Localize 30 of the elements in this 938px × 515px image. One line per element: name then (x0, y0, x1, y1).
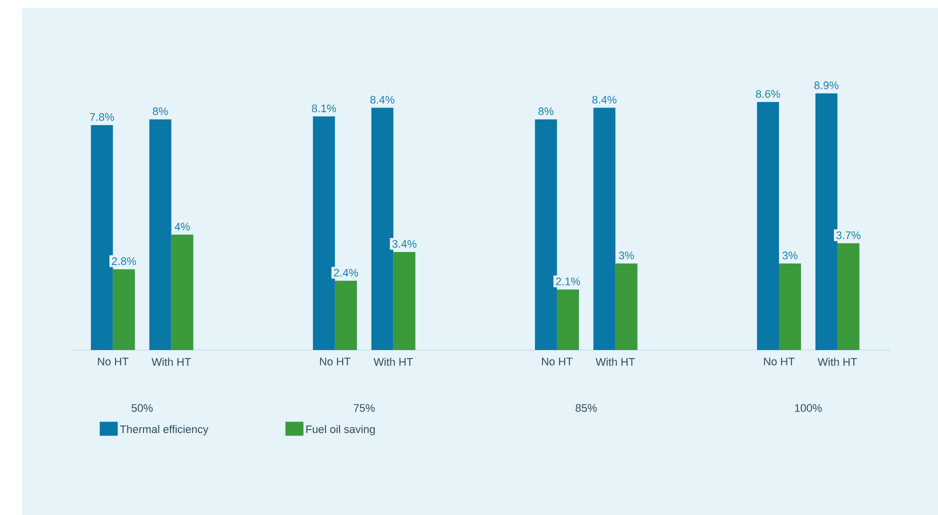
data-label: 2.8% (112, 257, 136, 266)
data-label: 8.4% (370, 96, 394, 104)
text: 85% (576, 404, 597, 412)
data-label: 8.9% (814, 81, 839, 90)
data-label: 8% (538, 107, 554, 116)
x-tick-label: With HT (596, 358, 635, 366)
data-label: 8.1% (312, 104, 336, 112)
x-tick-label: With HT (374, 358, 413, 366)
x-tick-label: With HT (152, 358, 191, 366)
data-label: 8.6% (756, 90, 780, 98)
data-label: 3% (618, 252, 634, 260)
text: 50% (132, 404, 153, 412)
data-label: 8.4% (592, 96, 616, 104)
text: 75% (354, 404, 375, 412)
x-tick-label: With HT (818, 358, 857, 366)
data-label: 7.8% (90, 113, 114, 121)
legend-label: Thermal efficiency (120, 425, 208, 436)
data-label: 3.7% (836, 231, 861, 240)
x-tick-label: No HT (98, 358, 128, 366)
legend-label: Fuel oil saving (306, 425, 375, 436)
data-label: 2.4% (334, 268, 358, 277)
x-tick-label: No HT (320, 358, 350, 366)
data-label: 8% (152, 107, 168, 116)
text: 100% (795, 404, 822, 412)
data-label: 3.4% (392, 240, 416, 248)
data-label: 2.1% (556, 278, 580, 286)
data-label: 4% (174, 222, 190, 230)
x-tick-label: No HT (764, 358, 795, 366)
data-label: 3% (782, 252, 798, 260)
x-tick-label: No HT (542, 358, 573, 366)
